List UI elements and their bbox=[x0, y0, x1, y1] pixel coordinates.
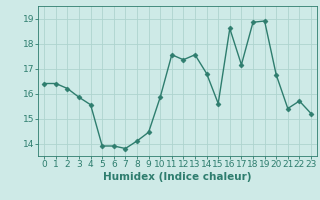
X-axis label: Humidex (Indice chaleur): Humidex (Indice chaleur) bbox=[103, 172, 252, 182]
